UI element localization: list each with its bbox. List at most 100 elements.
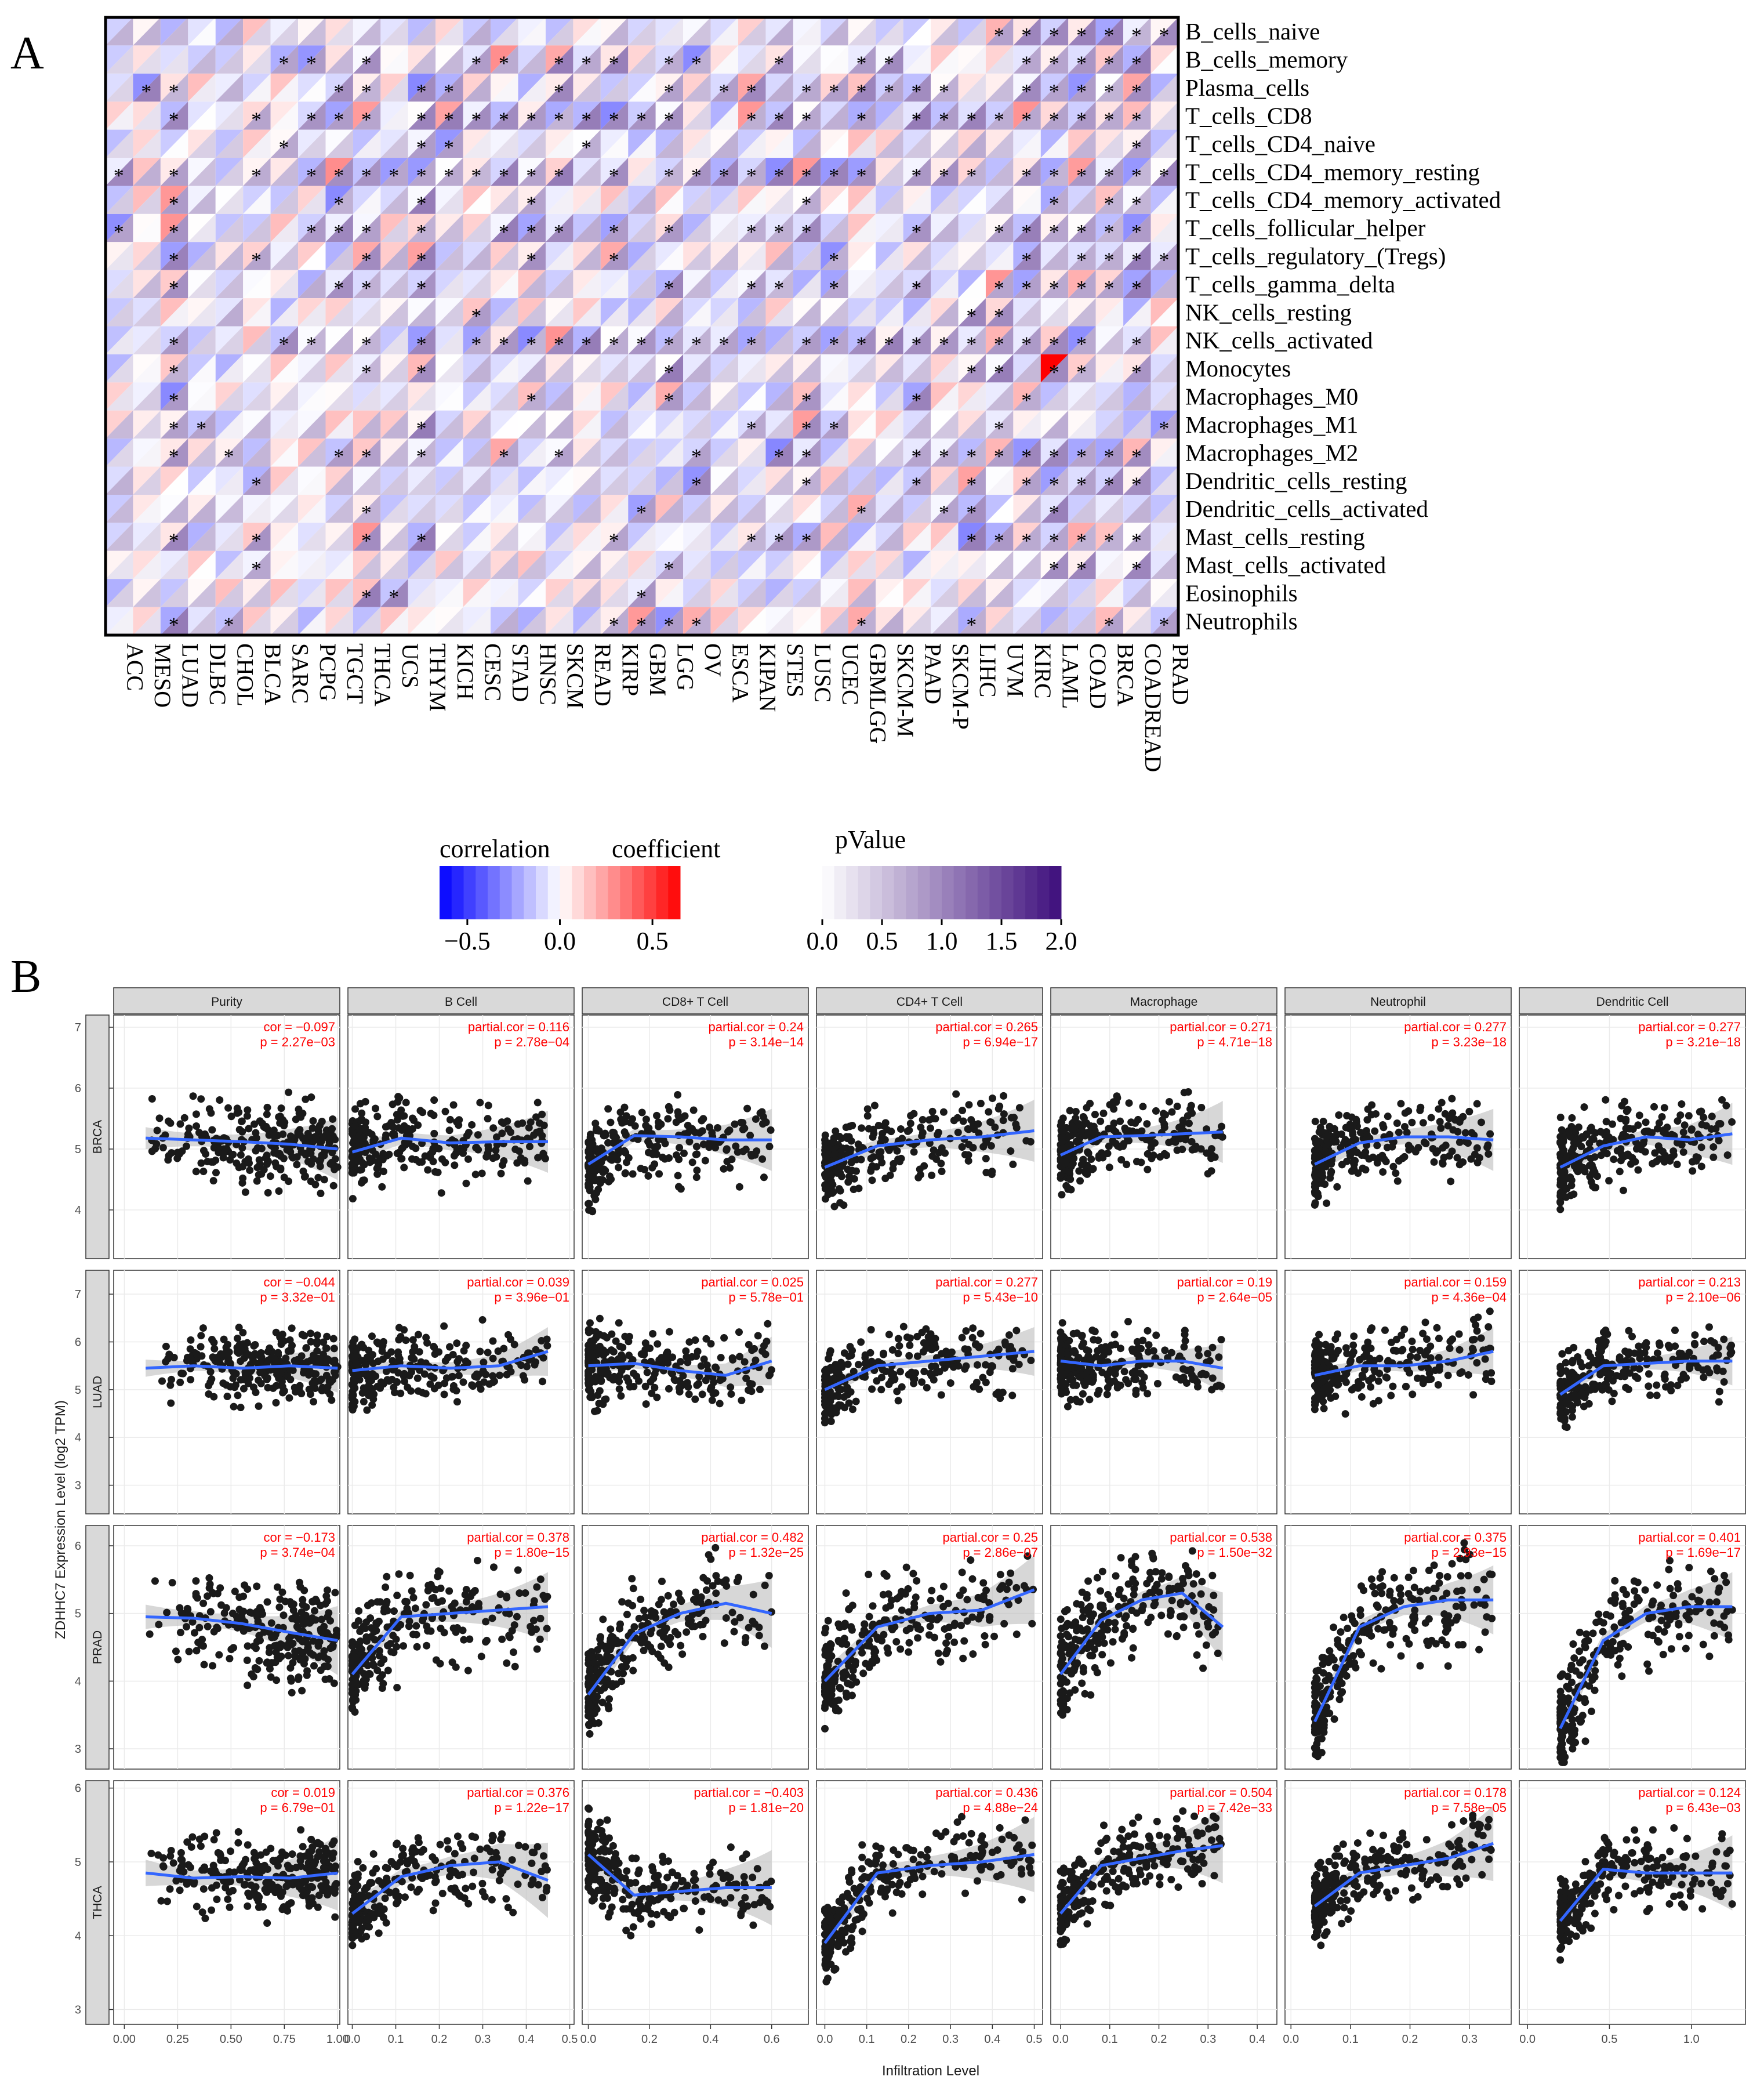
scatter-point bbox=[651, 1143, 659, 1151]
scatter-point bbox=[682, 1380, 690, 1388]
heatmap-cell-correlation bbox=[188, 129, 216, 158]
heatmap-cell-pvalue bbox=[876, 298, 903, 327]
significance-marker: * bbox=[278, 332, 289, 356]
heatmap-cell-correlation bbox=[160, 326, 188, 354]
scatter-point bbox=[1311, 1135, 1319, 1143]
scatter-point bbox=[959, 1117, 967, 1125]
heatmap-cell-pvalue bbox=[518, 45, 546, 74]
heatmap-cell-pvalue bbox=[848, 270, 876, 299]
p-value-label: p = 5.78e−01 bbox=[728, 1290, 804, 1304]
heatmap-cell-pvalue bbox=[133, 242, 161, 270]
heatmap-cell-correlation bbox=[958, 102, 986, 130]
heatmap-cell-correlation bbox=[1040, 158, 1069, 186]
scatter-point bbox=[1666, 1157, 1674, 1165]
scatter-point bbox=[1322, 1148, 1330, 1156]
scatter-point bbox=[430, 1096, 438, 1104]
legend-pvalue-swatch bbox=[930, 866, 942, 919]
heatmap-cell-correlation bbox=[1095, 17, 1124, 46]
heatmap-column-label: STAD bbox=[507, 643, 533, 702]
scatter-point bbox=[379, 1342, 387, 1350]
heatmap-cell-pvalue bbox=[408, 270, 436, 299]
scatter-point bbox=[1080, 1114, 1088, 1122]
significance-marker: * bbox=[746, 164, 757, 187]
scatter-point bbox=[1327, 1169, 1335, 1177]
significance-marker: * bbox=[663, 52, 674, 75]
significance-marker: * bbox=[829, 276, 839, 299]
scatter-point bbox=[643, 1368, 651, 1376]
scatter-point bbox=[275, 1374, 283, 1382]
scatter-point bbox=[1457, 1115, 1465, 1123]
heatmap-cell-correlation bbox=[821, 45, 848, 74]
legend-pvalue-tick-label: 2.0 bbox=[1046, 927, 1077, 955]
p-value-label: p = 3.96e−01 bbox=[494, 1290, 569, 1304]
heatmap-cell-correlation bbox=[710, 242, 739, 270]
correlation-label: partial.cor = 0.039 bbox=[467, 1275, 569, 1289]
heatmap-cell-pvalue bbox=[710, 382, 739, 411]
heatmap-cell-correlation bbox=[545, 382, 574, 411]
significance-marker: * bbox=[333, 108, 344, 131]
facet-panel bbox=[582, 1270, 809, 1514]
scatter-point bbox=[187, 1336, 195, 1344]
heatmap-cell-correlation bbox=[600, 17, 629, 46]
heatmap-cell-correlation bbox=[160, 410, 188, 439]
scatter-point bbox=[414, 1387, 422, 1395]
heatmap-cell-pvalue bbox=[1150, 158, 1178, 186]
scatter-point bbox=[376, 1156, 384, 1164]
scatter-point bbox=[728, 1354, 736, 1362]
heatmap-cell-pvalue bbox=[1150, 186, 1178, 214]
scatter-point bbox=[695, 1129, 703, 1137]
legend-correlation-swatch bbox=[632, 866, 645, 919]
scatter-point bbox=[401, 1378, 409, 1386]
heatmap-cell-pvalue bbox=[1013, 410, 1041, 439]
scatter-point bbox=[1113, 1094, 1121, 1102]
heatmap-cell-correlation bbox=[628, 73, 656, 102]
heatmap-cell-correlation bbox=[958, 45, 986, 74]
heatmap-cell-correlation bbox=[985, 382, 1014, 411]
scatter-point bbox=[459, 1149, 467, 1157]
scatter-point bbox=[750, 1345, 758, 1353]
scatter-point bbox=[471, 1170, 480, 1179]
scatter-point bbox=[170, 1353, 178, 1361]
heatmap-cell-pvalue bbox=[793, 326, 821, 354]
scatter-point bbox=[585, 1367, 593, 1375]
significance-marker: * bbox=[169, 445, 179, 468]
heatmap-cell-pvalue bbox=[106, 45, 133, 74]
heatmap-cell-pvalue bbox=[215, 158, 244, 186]
heatmap-cell-pvalue bbox=[1013, 382, 1041, 411]
scatter-point bbox=[1689, 1167, 1697, 1175]
heatmap-row-label: Monocytes bbox=[1185, 355, 1291, 382]
scatter-point bbox=[881, 1175, 890, 1183]
heatmap-cell-correlation bbox=[710, 213, 739, 242]
significance-marker: * bbox=[609, 332, 619, 356]
heatmap-cell-correlation bbox=[600, 298, 629, 327]
significance-marker: * bbox=[1131, 220, 1142, 243]
scatter-point bbox=[630, 1369, 638, 1378]
scatter-point bbox=[763, 1338, 771, 1346]
heatmap-cell-pvalue bbox=[160, 102, 188, 130]
significance-marker: * bbox=[114, 220, 124, 243]
heatmap-cell-pvalue bbox=[1068, 158, 1096, 186]
scatter-point bbox=[700, 1355, 708, 1363]
scatter-point bbox=[249, 1383, 257, 1391]
scatter-point bbox=[1692, 1157, 1700, 1165]
heatmap-cell-pvalue bbox=[573, 410, 601, 439]
scatter-point bbox=[516, 1147, 524, 1155]
correlation-label: partial.cor = 0.116 bbox=[468, 1020, 569, 1034]
heatmap-cell-pvalue bbox=[628, 410, 656, 439]
heatmap-cell-correlation bbox=[1095, 186, 1124, 214]
heatmap-cell-pvalue bbox=[106, 410, 133, 439]
scatter-point bbox=[277, 1104, 285, 1112]
heatmap-cell-pvalue bbox=[463, 73, 491, 102]
heatmap-cell-correlation bbox=[1068, 326, 1096, 354]
facet-row-title: BRCA bbox=[91, 1120, 104, 1154]
heatmap-cell-pvalue bbox=[985, 73, 1014, 102]
heatmap-cell-pvalue bbox=[1068, 45, 1096, 74]
scatter-point bbox=[284, 1347, 292, 1356]
scatter-point bbox=[586, 1319, 594, 1327]
heatmap-cell-pvalue bbox=[931, 354, 959, 383]
heatmap-cell-correlation bbox=[931, 158, 959, 186]
heatmap-row-label: Dendritic_cells_resting bbox=[1185, 468, 1407, 494]
significance-marker: * bbox=[856, 164, 867, 187]
heatmap-cell-correlation bbox=[1040, 270, 1069, 299]
legend-correlation-swatch bbox=[644, 866, 656, 919]
